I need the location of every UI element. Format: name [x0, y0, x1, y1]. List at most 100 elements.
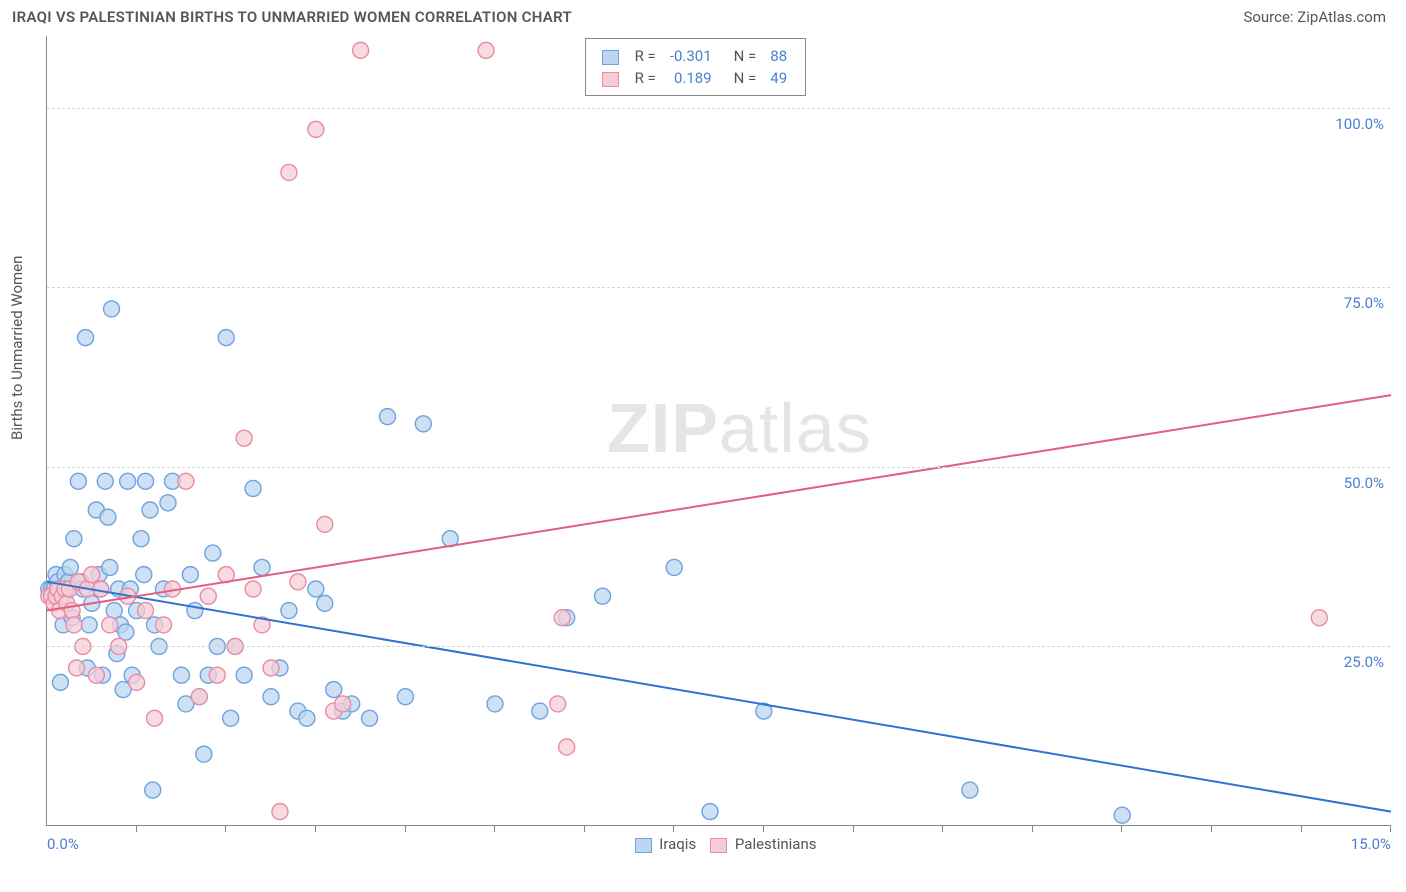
data-point [532, 703, 548, 719]
stats-legend: R =-0.301N =88R =0.189N =49 [585, 38, 807, 96]
data-point [1114, 807, 1130, 823]
data-point [245, 581, 261, 597]
trend-line [47, 395, 1391, 610]
y-axis-label: Births to Unmarried Women [8, 256, 26, 440]
data-point [52, 674, 68, 690]
data-point [272, 804, 288, 820]
data-point [290, 574, 306, 590]
data-point [155, 617, 171, 633]
data-point [595, 588, 611, 604]
data-point [93, 581, 109, 597]
data-point [218, 330, 234, 346]
data-point [182, 567, 198, 583]
data-point [66, 617, 82, 633]
x-tick [136, 825, 137, 832]
chart-title: IRAQI VS PALESTINIAN BIRTHS TO UNMARRIED… [12, 8, 572, 26]
data-point [362, 710, 378, 726]
x-tick [673, 825, 674, 832]
data-point [147, 710, 163, 726]
data-point [191, 689, 207, 705]
series-legend: Iraqis Palestinians [47, 835, 1390, 853]
x-tick [853, 825, 854, 832]
data-point [353, 42, 369, 58]
data-point [160, 495, 176, 511]
gridline [47, 108, 1390, 109]
y-tick-label: 50.0% [1344, 474, 1384, 492]
data-point [299, 710, 315, 726]
data-point [145, 782, 161, 798]
data-point [205, 545, 221, 561]
x-tick [1390, 825, 1391, 832]
x-tick [225, 825, 226, 832]
data-point [200, 588, 216, 604]
data-point [62, 559, 78, 575]
legend-item: Palestinians [696, 835, 816, 853]
legend-item: Iraqis [621, 835, 697, 853]
data-point [138, 473, 154, 489]
data-point [281, 603, 297, 619]
data-point [962, 782, 978, 798]
y-tick-label: 25.0% [1344, 653, 1384, 671]
gridline [47, 646, 1390, 647]
trend-line [47, 582, 1391, 812]
data-point [69, 660, 85, 676]
data-point [236, 667, 252, 683]
source-label: Source: ZipAtlas.com [1243, 8, 1386, 26]
x-tick [584, 825, 585, 832]
gridline [47, 287, 1390, 288]
data-point [78, 330, 94, 346]
data-point [254, 559, 270, 575]
data-point [487, 696, 503, 712]
data-point [397, 689, 413, 705]
x-tick-label: 15.0% [1351, 835, 1391, 853]
x-tick [405, 825, 406, 832]
x-tick [315, 825, 316, 832]
data-point [136, 567, 152, 583]
data-point [379, 409, 395, 425]
data-point [178, 473, 194, 489]
y-tick-label: 100.0% [1335, 115, 1384, 133]
gridline [47, 467, 1390, 468]
x-tick [1032, 825, 1033, 832]
data-point [129, 674, 145, 690]
x-tick [494, 825, 495, 832]
data-point [84, 567, 100, 583]
data-point [317, 516, 333, 532]
data-point [142, 502, 158, 518]
data-point [245, 480, 261, 496]
x-tick-label: 0.0% [47, 835, 79, 853]
data-point [97, 473, 113, 489]
data-point [335, 696, 351, 712]
data-point [70, 473, 86, 489]
data-point [133, 531, 149, 547]
data-point [308, 121, 324, 137]
data-point [281, 164, 297, 180]
data-point [326, 682, 342, 698]
data-point [104, 301, 120, 317]
data-point [106, 603, 122, 619]
data-point [554, 610, 570, 626]
x-tick [1121, 825, 1122, 832]
y-tick-label: 75.0% [1344, 294, 1384, 312]
data-point [81, 617, 97, 633]
scatter-svg [47, 36, 1391, 826]
x-tick [1301, 825, 1302, 832]
chart-plot-area: ZIPatlas R =-0.301N =88R =0.189N =49 Ira… [46, 36, 1390, 826]
x-tick [763, 825, 764, 832]
data-point [1311, 610, 1327, 626]
data-point [209, 667, 225, 683]
data-point [263, 689, 279, 705]
data-point [666, 559, 682, 575]
legend-stat-row: R =-0.301N =88 [596, 46, 794, 66]
data-point [478, 42, 494, 58]
data-point [138, 603, 154, 619]
data-point [559, 739, 575, 755]
data-point [102, 559, 118, 575]
data-point [308, 581, 324, 597]
data-point [223, 710, 239, 726]
data-point [415, 416, 431, 432]
data-point [317, 595, 333, 611]
x-tick [1211, 825, 1212, 832]
x-tick [942, 825, 943, 832]
data-point [118, 624, 134, 640]
